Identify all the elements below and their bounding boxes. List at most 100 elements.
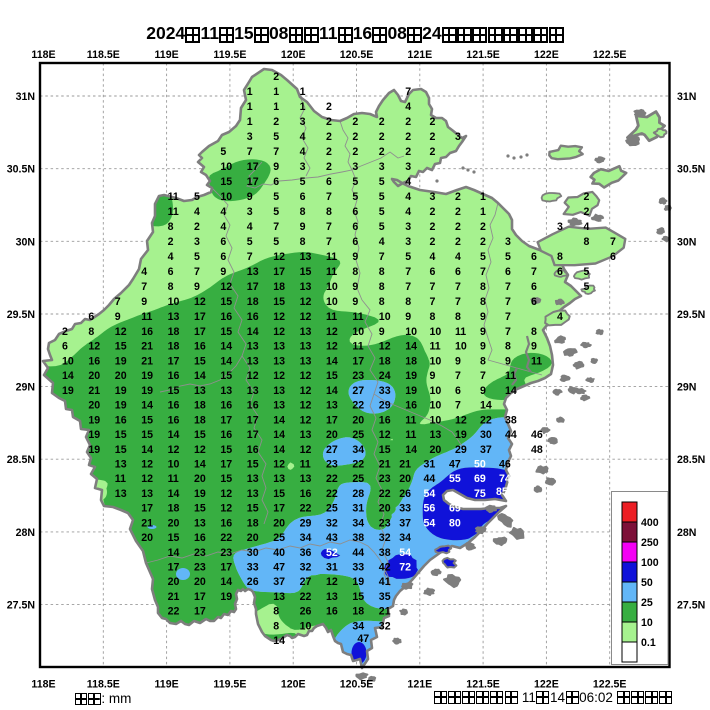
- svg-text:1: 1: [273, 86, 279, 98]
- svg-text:12: 12: [273, 370, 285, 382]
- svg-text:8: 8: [300, 236, 306, 248]
- svg-text:2: 2: [326, 146, 332, 158]
- svg-text:2: 2: [430, 131, 436, 143]
- svg-text:400: 400: [641, 517, 659, 529]
- svg-text:118.5E: 118.5E: [87, 679, 120, 691]
- svg-text:16: 16: [247, 444, 259, 456]
- svg-text:6: 6: [531, 281, 537, 293]
- svg-text:7: 7: [273, 221, 279, 233]
- svg-text:40: 40: [273, 547, 285, 559]
- svg-text:48: 48: [531, 444, 543, 456]
- svg-text:2: 2: [405, 131, 411, 143]
- svg-text:121E: 121E: [407, 679, 432, 691]
- svg-text:52: 52: [326, 547, 338, 559]
- svg-text:2: 2: [430, 116, 436, 128]
- svg-text:18: 18: [194, 414, 206, 426]
- svg-text:17: 17: [141, 503, 153, 515]
- svg-text:19: 19: [405, 385, 417, 397]
- svg-text:17: 17: [247, 414, 259, 426]
- svg-text:30: 30: [247, 547, 259, 559]
- svg-text:20: 20: [273, 517, 285, 529]
- svg-text:10: 10: [405, 326, 417, 338]
- svg-text:5: 5: [220, 146, 226, 158]
- svg-text:12: 12: [273, 326, 285, 338]
- svg-text:2: 2: [455, 206, 461, 218]
- svg-text:2: 2: [455, 236, 461, 248]
- svg-text:11: 11: [531, 355, 542, 367]
- svg-text:12: 12: [300, 400, 312, 412]
- svg-text:13: 13: [300, 326, 312, 338]
- svg-text:38: 38: [379, 547, 391, 559]
- svg-text:3: 3: [300, 161, 306, 173]
- svg-text:10: 10: [326, 296, 338, 308]
- svg-text:13: 13: [273, 355, 285, 367]
- svg-text:47: 47: [273, 562, 285, 574]
- svg-text:15: 15: [247, 503, 259, 515]
- svg-text:2: 2: [352, 116, 358, 128]
- svg-text:17: 17: [168, 355, 180, 367]
- svg-text:6: 6: [352, 221, 358, 233]
- svg-text:29N: 29N: [16, 382, 35, 394]
- svg-text:2: 2: [326, 116, 332, 128]
- svg-text:15: 15: [379, 444, 391, 456]
- svg-text:21: 21: [141, 517, 153, 529]
- svg-text:4: 4: [379, 236, 385, 248]
- svg-text:6: 6: [88, 311, 94, 323]
- svg-text:54: 54: [424, 488, 436, 500]
- svg-text:20: 20: [194, 576, 206, 588]
- svg-text:2: 2: [326, 131, 332, 143]
- svg-text:30N: 30N: [16, 236, 35, 248]
- svg-text:15: 15: [273, 488, 285, 500]
- svg-text:7: 7: [326, 236, 332, 248]
- svg-text:3: 3: [430, 191, 436, 203]
- svg-text:4: 4: [584, 221, 590, 233]
- svg-text:34: 34: [300, 532, 312, 544]
- svg-text:11: 11: [405, 429, 416, 441]
- svg-text:2: 2: [273, 116, 279, 128]
- svg-text:7: 7: [610, 236, 616, 248]
- svg-text:19: 19: [88, 429, 100, 441]
- svg-text:18: 18: [168, 341, 180, 353]
- svg-text:6: 6: [455, 266, 461, 278]
- svg-text:38: 38: [352, 532, 364, 544]
- svg-text:19: 19: [88, 414, 100, 426]
- svg-text:121E: 121E: [407, 49, 432, 61]
- svg-text:16: 16: [247, 311, 259, 323]
- svg-text:8: 8: [273, 620, 279, 632]
- svg-text:12: 12: [273, 459, 285, 471]
- svg-text:3: 3: [405, 221, 411, 233]
- svg-text:14: 14: [405, 444, 417, 456]
- svg-text:250: 250: [641, 537, 659, 549]
- svg-text:5: 5: [247, 236, 253, 248]
- svg-text:29.5N: 29.5N: [677, 309, 705, 321]
- svg-text:13: 13: [247, 355, 259, 367]
- svg-text:8: 8: [168, 221, 174, 233]
- svg-text:20: 20: [430, 444, 442, 456]
- svg-text:28: 28: [352, 488, 364, 500]
- svg-text:25: 25: [326, 503, 338, 515]
- svg-text:3: 3: [247, 206, 253, 218]
- svg-text:7: 7: [247, 251, 253, 263]
- svg-text:2: 2: [430, 146, 436, 158]
- svg-text:120E: 120E: [281, 679, 306, 691]
- svg-text:20: 20: [379, 503, 391, 515]
- svg-text:15: 15: [194, 355, 206, 367]
- svg-text:15: 15: [194, 503, 206, 515]
- svg-text:11: 11: [352, 311, 363, 323]
- svg-text:4: 4: [220, 206, 226, 218]
- svg-text:37: 37: [399, 517, 411, 529]
- svg-text:21: 21: [141, 341, 153, 353]
- svg-text:2: 2: [405, 116, 411, 128]
- svg-text:54: 54: [399, 547, 411, 559]
- svg-text:4: 4: [405, 206, 411, 218]
- svg-text:120.5E: 120.5E: [340, 679, 374, 691]
- svg-text:10: 10: [430, 414, 442, 426]
- svg-text:11: 11: [141, 311, 152, 323]
- svg-text:16: 16: [247, 400, 259, 412]
- svg-text:31N: 31N: [677, 91, 696, 103]
- svg-text:20: 20: [326, 429, 338, 441]
- svg-text:29.5N: 29.5N: [7, 309, 35, 321]
- svg-text:30.5N: 30.5N: [677, 164, 705, 176]
- svg-text:50: 50: [641, 577, 653, 589]
- svg-text:5: 5: [405, 251, 411, 263]
